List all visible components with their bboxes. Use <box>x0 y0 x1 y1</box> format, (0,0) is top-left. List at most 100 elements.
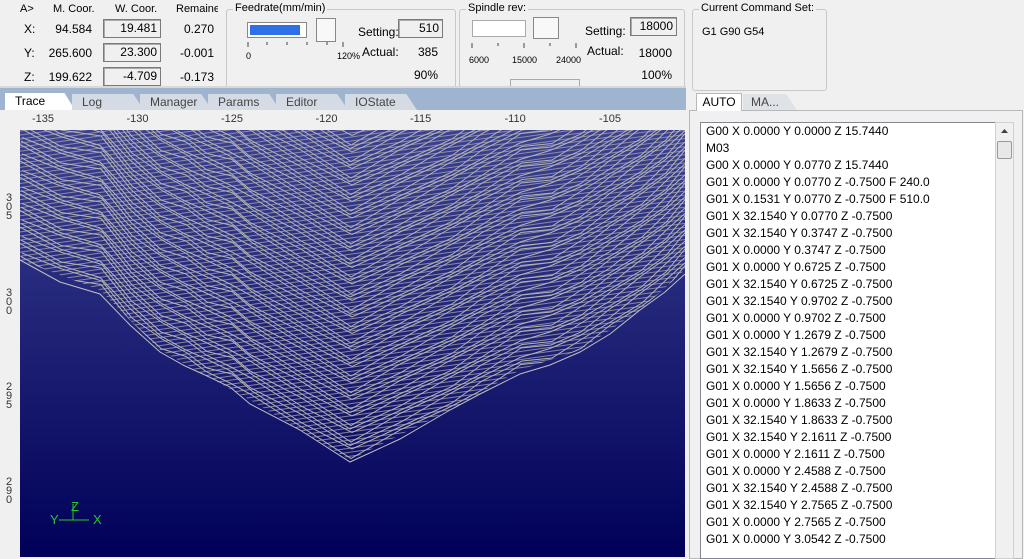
spindle-slider[interactable] <box>472 20 526 37</box>
remaining: -0.173 <box>179 70 214 84</box>
spindle-thumb[interactable] <box>533 17 559 39</box>
toolpath <box>20 130 685 212</box>
toolpath <box>20 130 685 249</box>
program-line[interactable]: G01 X 32.1540 Y 2.1611 Z -0.7500 <box>706 430 892 444</box>
toolpath <box>21 130 685 186</box>
feed-slider[interactable] <box>247 22 307 38</box>
toolpath <box>20 173 685 377</box>
y-ruler-label: 295 <box>3 381 15 408</box>
work-coord[interactable]: 19.481 <box>103 19 161 38</box>
program-line[interactable]: G01 X 0.0000 Y 1.2679 Z -0.7500 <box>706 328 886 342</box>
x-ruler-label: -125 <box>221 113 244 125</box>
axis-z: Z <box>71 499 79 514</box>
x-ruler-label: -120 <box>315 113 338 125</box>
program-line[interactable]: G01 X 32.1540 Y 2.4588 Z -0.7500 <box>706 481 893 495</box>
toolpath <box>20 130 685 245</box>
program-line[interactable]: G01 X 0.0000 Y 2.1611 Z -0.7500 <box>706 447 885 461</box>
remaining: -0.001 <box>179 46 214 60</box>
program-line[interactable]: G01 X 0.1531 Y 0.0770 Z -0.7500 F 510.0 <box>706 192 930 206</box>
spindle-ticks <box>471 43 577 48</box>
scale-max: 120% <box>337 51 361 61</box>
view-tab[interactable]: IOState <box>345 94 417 110</box>
program-tab[interactable]: MA... <box>743 94 797 110</box>
toolpath <box>20 130 685 199</box>
toolpath <box>20 223 685 427</box>
axis-label: X: <box>24 22 36 36</box>
program-tab[interactable]: AUTO <box>696 93 742 111</box>
toolpath <box>20 130 685 328</box>
toolpath <box>20 130 685 282</box>
toolpath <box>21 153 685 351</box>
spindle-setting[interactable]: 18000 <box>630 17 677 36</box>
program-line[interactable]: G01 X 32.1540 Y 1.2679 Z -0.7500 <box>706 345 893 359</box>
toolpath <box>20 130 685 166</box>
remain-header: Remaine <box>176 3 218 15</box>
scrollbar[interactable] <box>995 122 1014 559</box>
axis-triad <box>59 504 89 521</box>
view-tab[interactable]: Manager <box>140 94 212 110</box>
program-line[interactable]: G01 X 0.0000 Y 0.9702 Z -0.7500 <box>706 311 886 325</box>
program-line[interactable]: G01 X 32.1540 Y 1.5656 Z -0.7500 <box>706 362 893 376</box>
x-ruler-label: -130 <box>126 113 149 125</box>
feed-thumb[interactable] <box>316 18 336 42</box>
toolpath <box>21 130 685 137</box>
toolpath <box>20 130 685 229</box>
program-line[interactable]: G01 X 32.1540 Y 0.6725 Z -0.7500 <box>706 277 893 291</box>
axis-y: Y <box>50 512 59 527</box>
feed-setting[interactable]: 510 <box>398 19 443 38</box>
program-line[interactable]: G01 X 0.0000 Y 1.5656 Z -0.7500 <box>706 379 886 393</box>
program-list[interactable]: G00 X 0.0000 Y 0.0000 Z 15.7440 M03 G00 X … <box>700 122 997 559</box>
program-line[interactable]: G01 X 0.0000 Y 0.0770 Z -0.7500 F 240.0 <box>706 175 930 189</box>
x-ruler-label: -135 <box>32 113 55 125</box>
toolpath <box>20 130 685 196</box>
view-tab[interactable]: Params <box>208 94 280 110</box>
view-tab[interactable]: Trace <box>5 93 75 110</box>
toolpath <box>21 130 685 219</box>
toolpath <box>20 130 685 232</box>
program-line[interactable]: G01 X 0.0000 Y 2.4588 Z -0.7500 <box>706 464 886 478</box>
program-line[interactable]: G00 X 0.0000 Y 0.0770 Z 15.7440 <box>706 158 889 172</box>
program-line[interactable]: G01 X 32.1540 Y 0.0770 Z -0.7500 <box>706 209 893 223</box>
toolpath <box>21 219 685 417</box>
program-line[interactable]: G01 X 0.0000 Y 2.7565 Z -0.7500 <box>706 515 886 529</box>
program-line[interactable]: G01 X 32.1540 Y 2.7565 Z -0.7500 <box>706 498 893 512</box>
scroll-up[interactable] <box>996 123 1013 140</box>
work-coord[interactable]: -4.709 <box>103 67 161 86</box>
actual-label: Actual: <box>362 45 399 59</box>
feed-ticks <box>247 42 344 47</box>
wcoor-header: W. Coor. <box>115 3 158 15</box>
program-line[interactable]: G01 X 0.0000 Y 3.0542 Z -0.7500 <box>706 532 886 546</box>
toolpath <box>20 130 685 163</box>
toolpath <box>21 252 685 450</box>
program-line[interactable]: G01 X 32.1540 Y 0.3747 Z -0.7500 <box>706 226 893 240</box>
command-value: G1 G90 G54 <box>702 26 765 38</box>
toolpath <box>20 140 685 344</box>
work-coord[interactable]: 23.300 <box>103 43 161 62</box>
toolpath <box>20 130 685 298</box>
toolpath <box>20 130 685 179</box>
group-title: Current Command Set: <box>699 2 817 14</box>
program-line[interactable]: G01 X 32.1540 Y 1.8633 Z -0.7500 <box>706 413 893 427</box>
toolpath <box>21 130 685 318</box>
toolpath <box>20 130 685 183</box>
program-line[interactable]: G01 X 0.0000 Y 0.3747 Z -0.7500 <box>706 243 886 257</box>
toolpath <box>21 130 685 285</box>
toolpath <box>21 203 685 401</box>
scale-label: 15000 <box>512 55 538 65</box>
actual-label: Actual: <box>587 44 624 58</box>
view-tab[interactable]: Editor <box>276 94 348 110</box>
view-tab[interactable]: Log <box>72 94 144 110</box>
program-line[interactable]: G01 X 32.1540 Y 0.9702 Z -0.7500 <box>706 294 893 308</box>
axis-label: Y: <box>24 46 35 60</box>
program-line[interactable]: G00 X 0.0000 Y 0.0000 Z 15.7440 <box>706 124 889 138</box>
program-line[interactable]: G01 X 0.0000 Y 1.8633 Z -0.7500 <box>706 396 886 410</box>
feed-actual: 385 <box>417 45 438 59</box>
toolpath <box>20 144 685 348</box>
toolpath <box>20 130 685 331</box>
setting-label: Setting: <box>358 25 399 39</box>
program-line[interactable]: G01 X 0.0000 Y 0.6725 Z -0.7500 <box>706 260 886 274</box>
scale-min: 0 <box>246 51 252 61</box>
program-line[interactable]: M03 <box>706 141 730 155</box>
command-group: Current Command Set: <box>692 2 827 91</box>
scroll-thumb[interactable] <box>997 141 1012 159</box>
